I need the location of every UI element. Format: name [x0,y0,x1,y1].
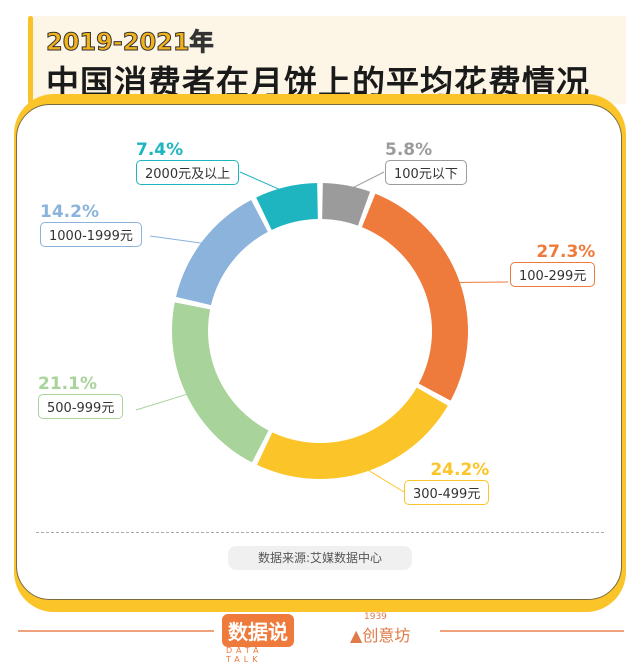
leader-line [239,171,288,194]
slice-label: 21.1% 500-999元 [38,374,124,419]
slice-category: 300-499元 [404,480,490,505]
slice-label: 27.3% 100-299元 [510,242,596,287]
leader-line [149,235,208,245]
slice-category: 100元以下 [385,160,467,185]
chuangyifang-logo: 1939 ▲创意坊 [350,612,411,645]
slice-percent: 5.8% [385,140,433,160]
donut-slice [257,387,448,479]
leader-line [345,171,385,192]
slice-percent: 27.3% [536,242,596,262]
slice-percent: 14.2% [40,202,99,222]
leader-line [361,466,405,493]
slice-category: 1000-1999元 [40,222,142,247]
chart-card [16,104,622,600]
data-talk-logo: 数据说 DATA TALK [222,614,294,664]
slice-category: 2000元及以上 [136,160,240,185]
slice-label: 7.4% 2000元及以上 [136,140,240,185]
slice-percent: 21.1% [38,374,97,394]
leader-line [135,392,193,411]
slice-label: 5.8% 100元以下 [385,140,467,185]
slice-label: 24.2% 300-499元 [404,460,490,505]
donut-slice [361,193,469,401]
donut-slice [322,183,371,226]
donut-slice [175,200,268,306]
slice-category: 100-299元 [510,262,596,287]
footer-line-right [440,630,624,632]
source-note: 数据来源:艾媒数据中心 [228,546,412,570]
footer-line-left [18,630,214,632]
header-accent-bar [28,16,33,104]
divider [36,532,604,533]
slice-percent: 7.4% [136,140,184,160]
header-year: 2019-2021年 [46,28,215,57]
donut-slice [256,183,318,230]
slice-percent: 24.2% [430,460,490,480]
slice-label: 14.2% 1000-1999元 [40,202,142,247]
donut-slice [172,302,269,463]
header: 2019-2021年 中国消费者在月饼上的平均花费情况 [28,16,626,104]
slice-category: 500-999元 [38,394,124,419]
